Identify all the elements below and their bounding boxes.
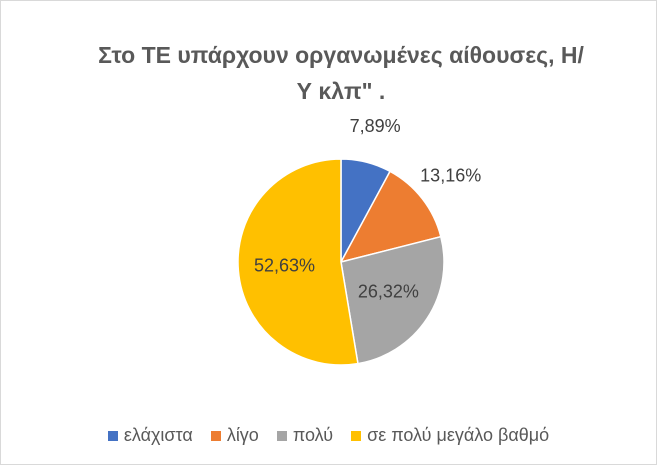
legend-swatch bbox=[107, 430, 118, 441]
legend-swatch bbox=[210, 430, 221, 441]
legend-item: σε πολύ μεγάλο βαθμό bbox=[351, 425, 549, 446]
chart-title: Στο ΤΕ υπάρχουν οργανωμένες αίθουσες, Η/… bbox=[98, 42, 584, 104]
legend-label: σε πολύ μεγάλο βαθμό bbox=[367, 425, 550, 445]
data-label: 7,89% bbox=[350, 116, 401, 136]
legend-item: λίγο bbox=[210, 425, 259, 446]
pie-slice bbox=[237, 158, 359, 366]
pie-slice bbox=[339, 170, 442, 264]
legend-label: λίγο bbox=[226, 425, 259, 445]
pie-slice bbox=[340, 235, 445, 365]
legend-item: πολύ bbox=[276, 425, 334, 446]
legend-label: πολύ bbox=[292, 425, 334, 445]
legend-label: ελάχιστα bbox=[123, 425, 193, 445]
legend: ελάχιστα λίγο πολύ σε πολύ μεγάλο βαθμό bbox=[1, 425, 656, 446]
legend-item: ελάχιστα bbox=[107, 425, 193, 446]
data-label: 26,32% bbox=[358, 282, 419, 302]
data-label: 13,16% bbox=[420, 165, 481, 185]
legend-swatch bbox=[276, 430, 287, 441]
data-label: 52,63% bbox=[254, 255, 315, 275]
legend-swatch bbox=[351, 430, 362, 441]
